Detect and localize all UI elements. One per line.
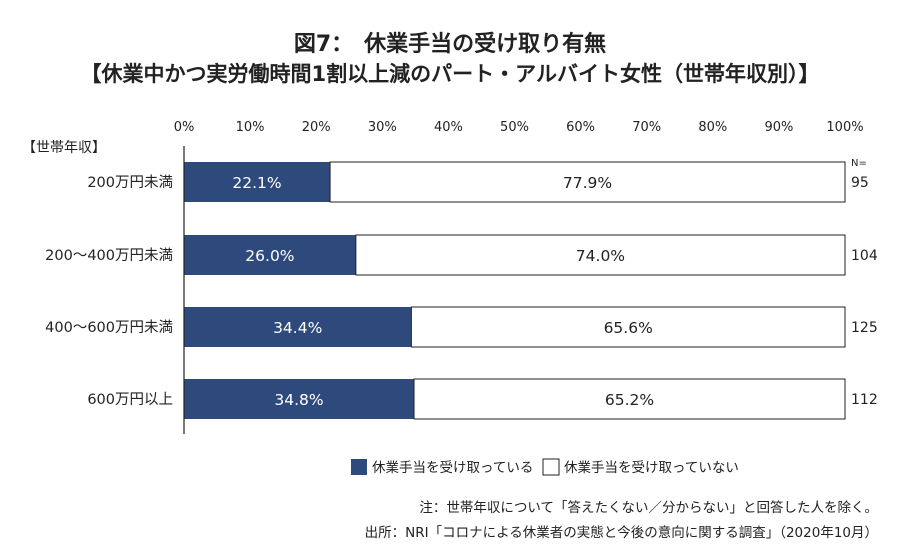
x-tick-label: 30% bbox=[368, 120, 397, 135]
legend-label-received: 休業手当を受け取っている bbox=[372, 460, 533, 476]
n-value: 95 bbox=[851, 175, 869, 191]
legend-swatch-not-received bbox=[542, 458, 560, 476]
x-tick-label: 0% bbox=[174, 120, 195, 135]
bar-value-label: 34.8% bbox=[274, 391, 323, 409]
bar-value-label: 74.0% bbox=[576, 247, 625, 265]
x-tick-label: 60% bbox=[566, 120, 595, 135]
bar-value-label: 22.1% bbox=[232, 174, 281, 192]
n-value: 125 bbox=[851, 320, 878, 336]
legend-label-not-received: 休業手当を受け取っていない bbox=[564, 460, 739, 476]
bar-segment bbox=[413, 378, 846, 420]
bar-segment bbox=[355, 234, 846, 276]
bar-segment bbox=[329, 161, 846, 203]
chart-subtitle: 【休業中かつ実労働時間1割以上減のパート・アルバイト女性（世帯年収別）】 bbox=[80, 62, 820, 86]
n-value: 112 bbox=[851, 392, 878, 408]
x-tick-label: 50% bbox=[500, 120, 529, 135]
x-tick-label: 80% bbox=[698, 120, 727, 135]
bar-segment bbox=[184, 307, 412, 347]
x-tick-label: 20% bbox=[302, 120, 331, 135]
n-header: N= bbox=[851, 158, 867, 169]
bar-segment bbox=[184, 235, 356, 275]
bar-value-label: 65.6% bbox=[604, 319, 653, 337]
bar-value-label: 65.2% bbox=[605, 391, 654, 409]
category-label: 400～600万円未満 bbox=[45, 319, 173, 336]
category-axis-header: 【世帯年収】 bbox=[22, 140, 106, 156]
bar-value-label: 77.9% bbox=[563, 174, 612, 192]
category-label: 200～400万円未満 bbox=[45, 247, 173, 264]
chart-title: 図7： 休業手当の受け取り有無 bbox=[293, 32, 607, 57]
x-tick-label: 70% bbox=[632, 120, 661, 135]
chart-note: 注：世帯年収について「答えたくない／分からない」と回答した人を除く。 bbox=[419, 500, 878, 516]
bar-value-label: 26.0% bbox=[245, 247, 294, 265]
bar-segment bbox=[184, 379, 415, 419]
legend-swatch-received bbox=[351, 459, 367, 475]
category-label: 200万円未満 bbox=[87, 174, 173, 191]
chart-source: 出所：NRI「コロナによる休業者の実態と今後の意向に関する調査」（2020年10… bbox=[364, 525, 878, 541]
category-label: 600万円以上 bbox=[87, 391, 173, 408]
x-tick-label: 90% bbox=[764, 120, 793, 135]
bar-value-label: 34.4% bbox=[273, 319, 322, 337]
n-value: 104 bbox=[851, 248, 878, 264]
x-tick-label: 100% bbox=[826, 120, 863, 135]
bar-segment bbox=[184, 162, 331, 202]
x-tick-label: 10% bbox=[236, 120, 265, 135]
bar-segment bbox=[410, 306, 846, 348]
x-tick-label: 40% bbox=[434, 120, 463, 135]
